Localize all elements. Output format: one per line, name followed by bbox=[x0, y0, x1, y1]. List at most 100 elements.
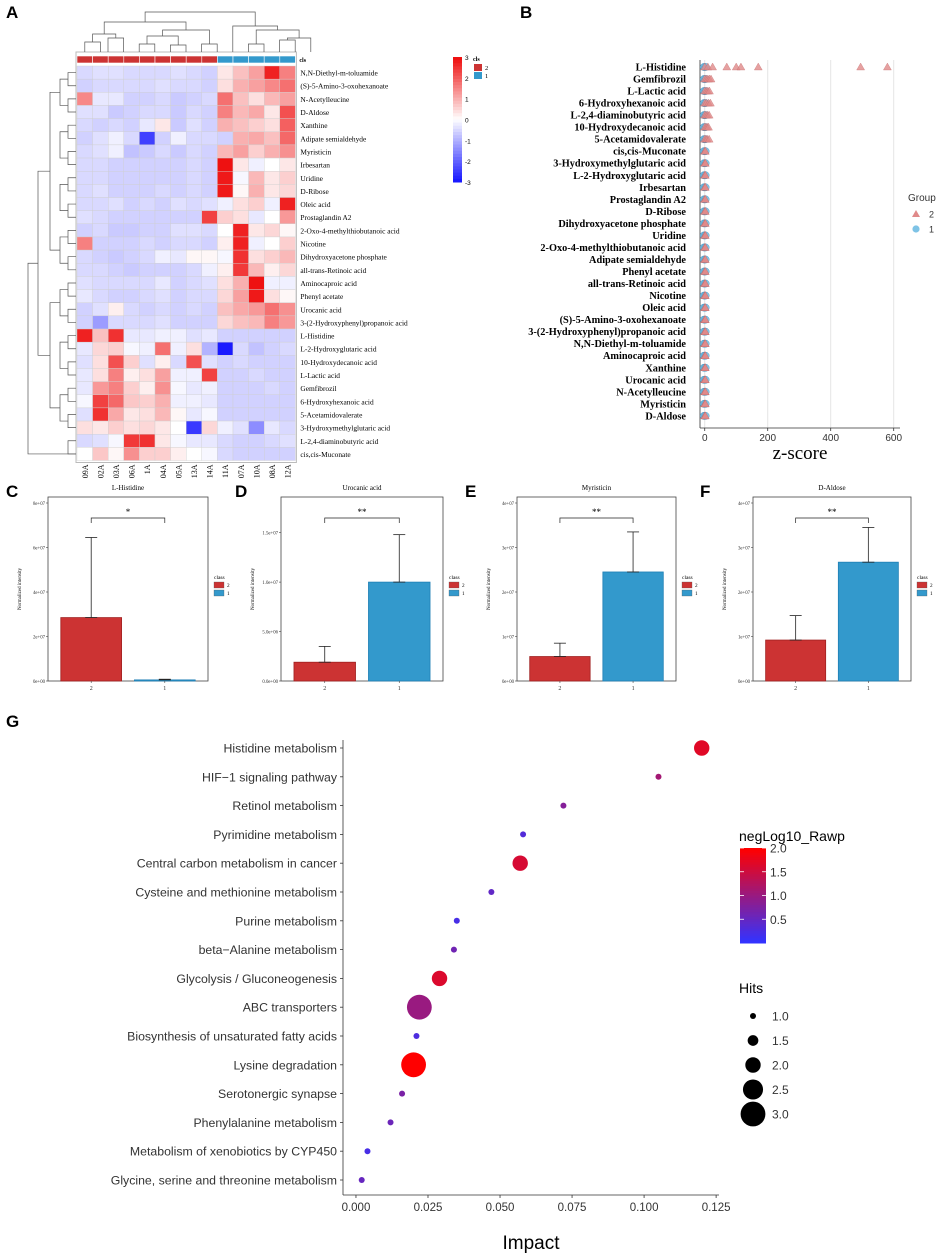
group-legend-triangle bbox=[912, 210, 920, 217]
heatmap-cell bbox=[248, 210, 265, 224]
heatmap-cell bbox=[107, 78, 124, 93]
color-scale-step bbox=[453, 69, 462, 74]
color-legend-step bbox=[740, 886, 766, 889]
bar-plot-frame bbox=[516, 496, 677, 682]
heatmap-cell bbox=[201, 105, 218, 119]
color-legend-step bbox=[740, 926, 766, 930]
zscore-category-label: Oleic acid bbox=[642, 303, 686, 314]
zscore-point-group2 bbox=[701, 411, 710, 420]
heatmap-cell bbox=[154, 184, 171, 198]
color-scale-step bbox=[453, 178, 462, 183]
heatmap-cell bbox=[154, 276, 171, 290]
heatmap-cell bbox=[139, 434, 156, 448]
heatmap-cell bbox=[279, 381, 296, 395]
heatmap-row-label: Phenyl acetate bbox=[300, 292, 344, 301]
heatmap-cell bbox=[92, 407, 109, 422]
heatmap-cell bbox=[279, 249, 296, 264]
bar-chart-title: L-Histidine bbox=[112, 484, 144, 492]
row-dendrogram-branch bbox=[67, 256, 76, 271]
heatmap-cell bbox=[217, 289, 234, 303]
heatmap-cell bbox=[170, 223, 187, 238]
heatmap-cell bbox=[154, 131, 171, 146]
zscore-point-group2 bbox=[701, 339, 710, 347]
heatmap-cell bbox=[170, 210, 187, 224]
heatmap-cell bbox=[279, 184, 296, 198]
heatmap-cell bbox=[264, 434, 281, 448]
bar-panel-d: Urocanic acid 0.0e+00 5.0e+06 1.0e+07 1.5e+0… bbox=[251, 484, 465, 692]
heatmap-cell bbox=[123, 210, 140, 224]
heatmap-cell bbox=[139, 65, 156, 80]
zscore-point-group2 bbox=[708, 62, 717, 71]
heatmap-cell bbox=[170, 302, 187, 317]
heatmap-cell bbox=[201, 184, 218, 198]
heatmap-cell bbox=[264, 328, 281, 343]
zscore-x-tick-label: 200 bbox=[759, 433, 776, 444]
color-scale-step bbox=[453, 157, 462, 161]
color-legend-step bbox=[740, 871, 766, 875]
heatmap-cell bbox=[107, 263, 124, 277]
heatmap-cell bbox=[201, 302, 218, 317]
heatmap-cell bbox=[279, 263, 296, 277]
color-legend-step bbox=[740, 850, 766, 854]
heatmap-cell bbox=[170, 118, 187, 132]
heatmap-row-label: 3-Hydroxymethylglutaric acid bbox=[300, 424, 390, 433]
heatmap-row-label: 10-Hydroxydecanoic acid bbox=[300, 358, 377, 367]
heatmap-cell bbox=[217, 105, 234, 119]
color-scale-tick: -1 bbox=[465, 138, 471, 145]
zscore-category-label: Nicotine bbox=[649, 291, 686, 302]
heatmap-cell bbox=[217, 341, 234, 356]
row-dendrogram-branch bbox=[67, 230, 76, 244]
color-scale-step bbox=[453, 110, 462, 114]
heatmap-cell bbox=[123, 223, 140, 238]
heatmap-cell bbox=[107, 131, 124, 146]
heatmap-cell bbox=[76, 223, 93, 238]
row-dendrogram-branch bbox=[67, 124, 76, 139]
pathway-label: Biosynthesis of unsaturated fatty acids bbox=[127, 1030, 337, 1044]
bar-y-tick-label: 5.0e+06 bbox=[262, 631, 278, 636]
bar-rect-class-1 bbox=[837, 561, 899, 682]
heatmap-cell bbox=[92, 249, 109, 264]
zscore-x-tick-label: 0 bbox=[702, 433, 708, 444]
bar-panel-f: D-Aldose 0e+00 1e+07 2e+07 3e+07 4e+07 Normali… bbox=[723, 484, 933, 692]
heatmap-col-label: 11A bbox=[221, 464, 230, 478]
color-scale-tick: 1 bbox=[465, 97, 469, 104]
annotation-cell bbox=[170, 55, 187, 64]
heatmap-cell bbox=[170, 368, 187, 382]
color-legend-step bbox=[740, 931, 766, 934]
bar-y-tick-label: 4e+07 bbox=[738, 502, 751, 507]
heatmap-cell bbox=[92, 210, 109, 224]
column-dendrogram-branch bbox=[107, 37, 124, 52]
color-legend-step bbox=[740, 852, 766, 856]
row-dendrogram-branch bbox=[59, 184, 68, 211]
heatmap-cell bbox=[154, 315, 171, 330]
heatmap-cell bbox=[154, 341, 171, 356]
heatmap-cell bbox=[185, 315, 202, 330]
heatmap-cell bbox=[185, 434, 202, 448]
heatmap-row-label: Urocanic acid bbox=[300, 305, 342, 314]
color-scale-step bbox=[453, 113, 462, 117]
heatmap-cell bbox=[232, 184, 249, 198]
heatmap-cell bbox=[76, 131, 93, 146]
zscore-point-group2 bbox=[706, 74, 716, 83]
annotation-cell bbox=[217, 55, 234, 64]
heatmap-col-label: 08A bbox=[268, 464, 277, 478]
significance-bracket bbox=[559, 517, 634, 523]
zscore-category-label: all-trans-Retinoic acid bbox=[588, 279, 686, 290]
heatmap-cell bbox=[139, 302, 156, 317]
size-legend-point bbox=[747, 1035, 759, 1046]
zscore-point-group2 bbox=[722, 62, 732, 71]
annotation-cell bbox=[139, 55, 156, 64]
heatmap-cell bbox=[170, 144, 187, 159]
heatmap-cell bbox=[154, 355, 171, 369]
heatmap-cell bbox=[217, 420, 234, 435]
heatmap-row-label: Uridine bbox=[300, 174, 323, 183]
heatmap-cell bbox=[76, 65, 93, 80]
zscore-point-group2 bbox=[704, 122, 713, 131]
size-legend-label: 2.5 bbox=[772, 1083, 789, 1097]
zscore-point-group2 bbox=[701, 267, 710, 275]
zscore-point-group2 bbox=[754, 62, 763, 71]
bar-y-tick-label: 2e+07 bbox=[33, 636, 46, 641]
impact-x-tick-label: 0.075 bbox=[558, 1202, 587, 1214]
heatmap-cell bbox=[154, 249, 171, 264]
heatmap-cell bbox=[201, 420, 218, 435]
